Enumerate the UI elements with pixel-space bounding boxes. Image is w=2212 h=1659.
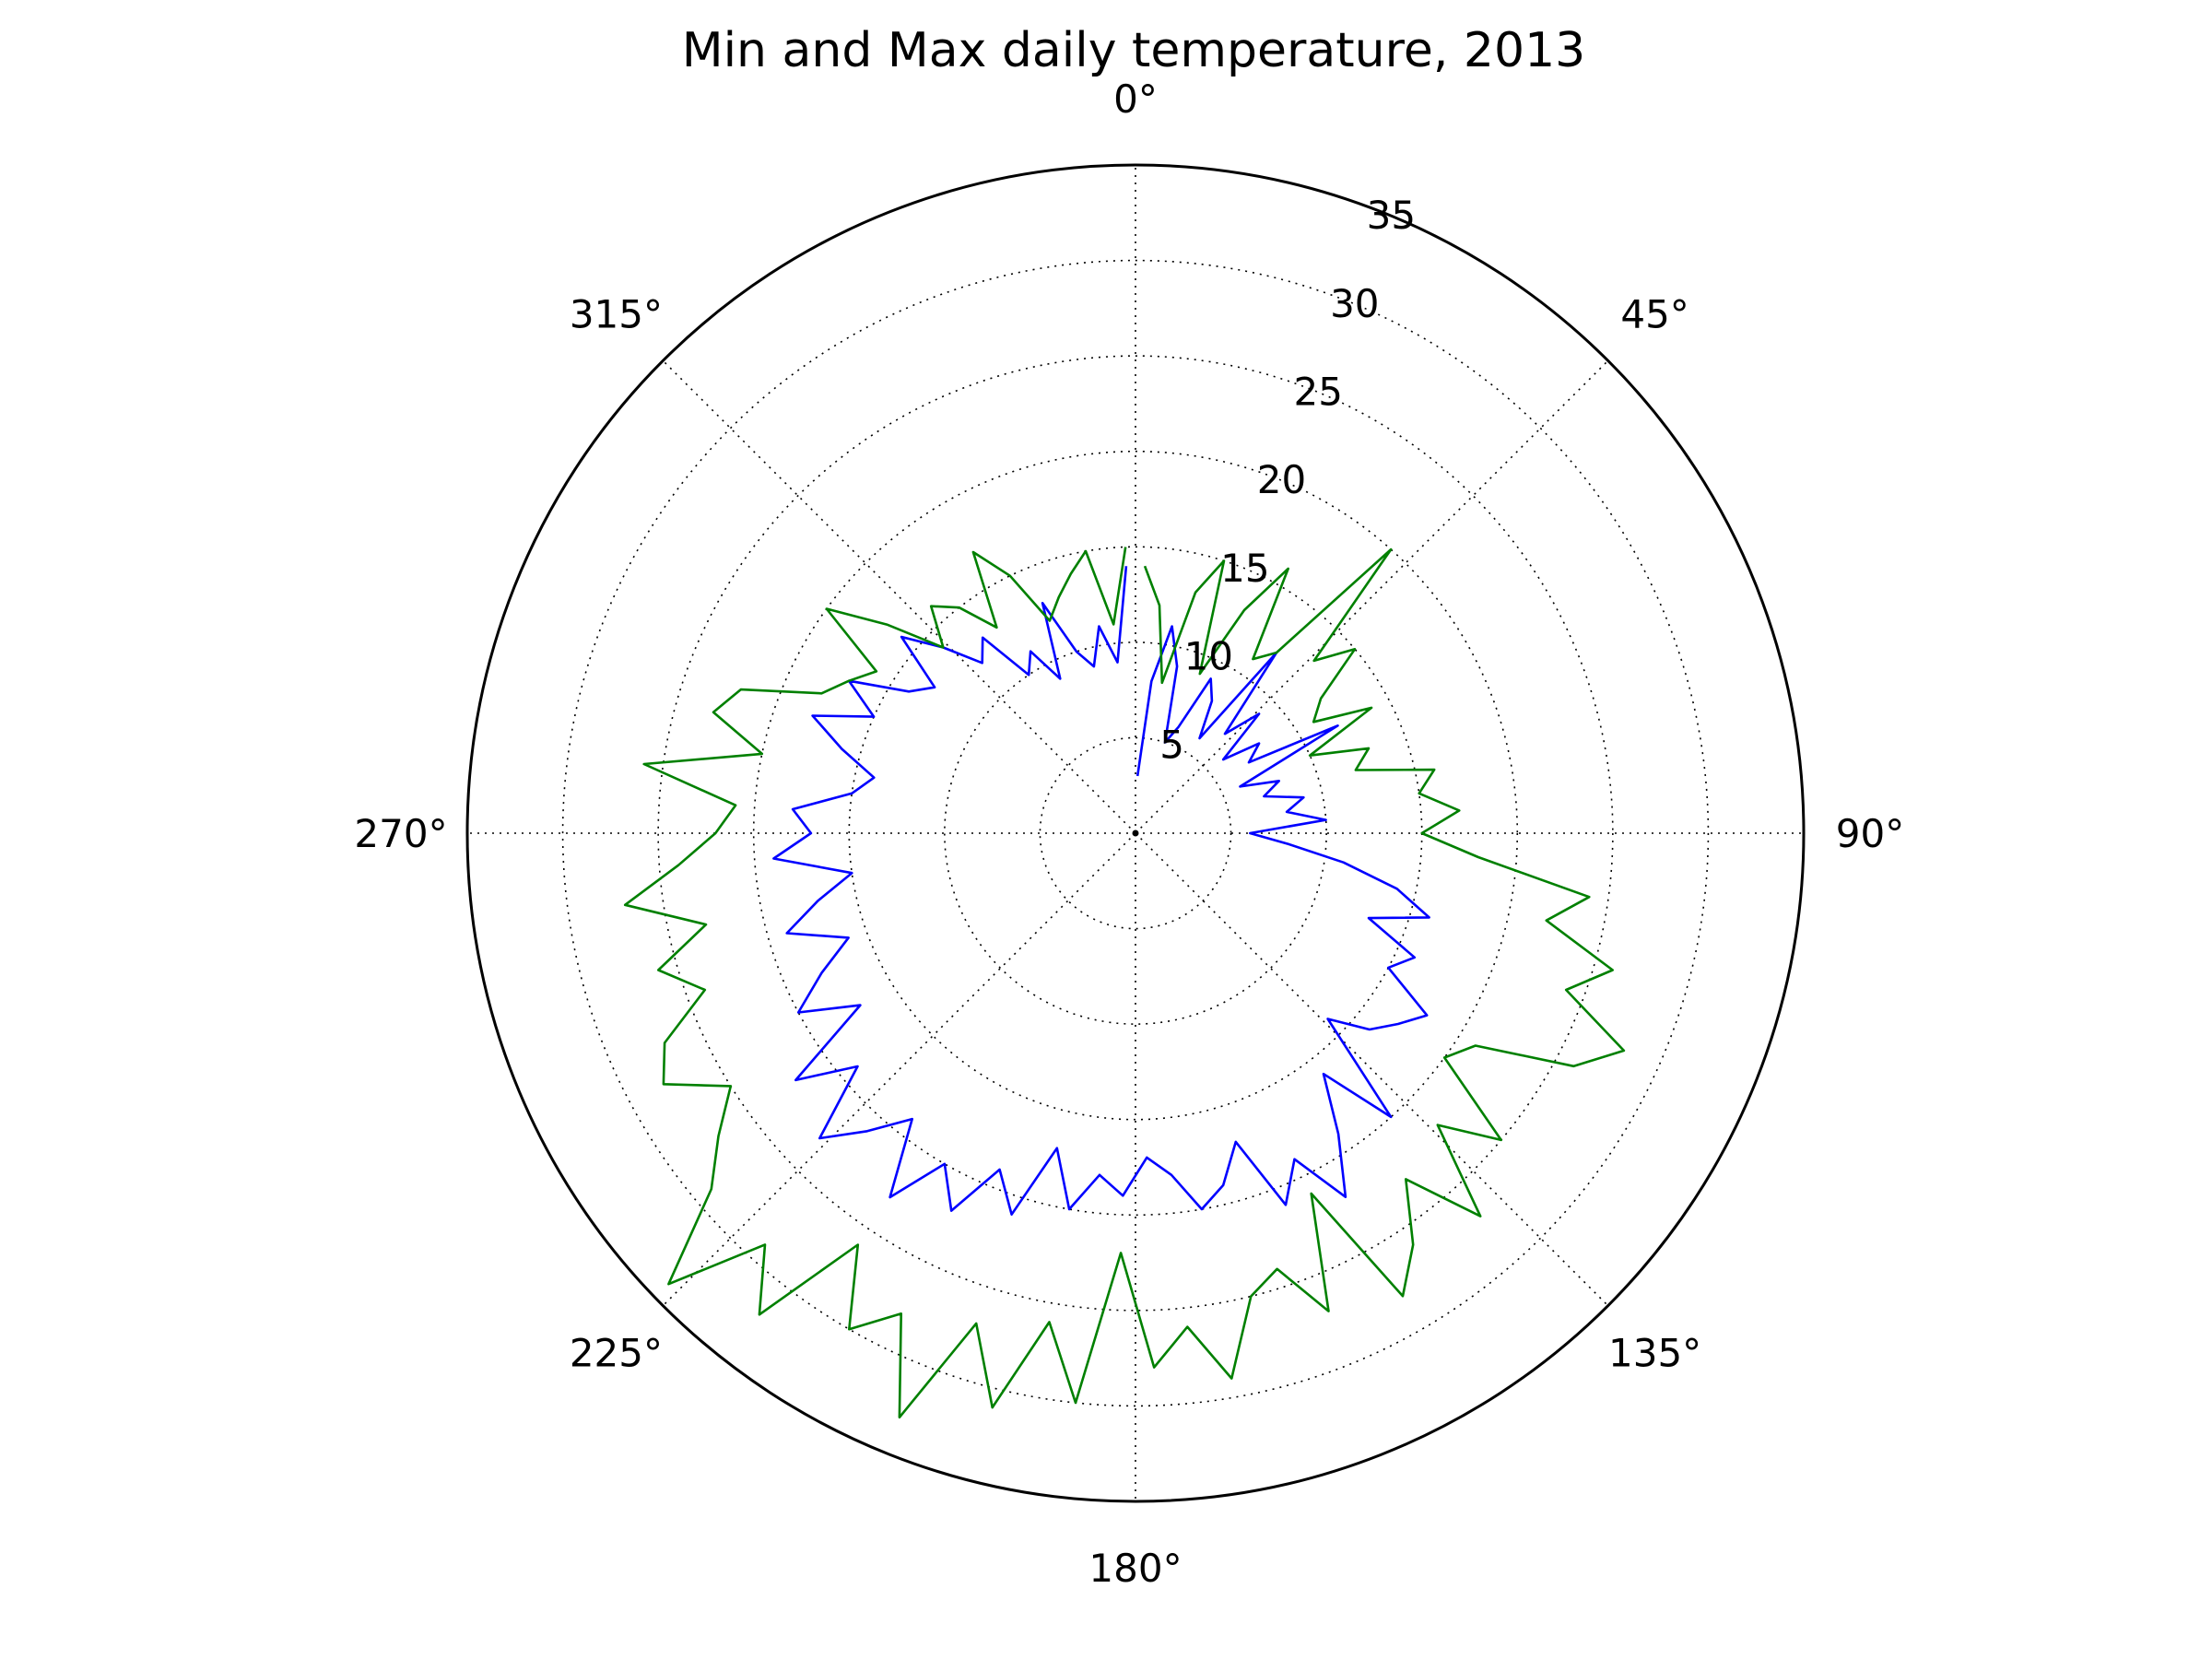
r-tick-label-20: 20 [1257,457,1306,502]
theta-tick-label-270: 270° [354,811,447,856]
theta-tick-label-315: 315° [570,291,663,336]
r-grid-circle-1 [944,641,1327,1025]
r-tick-label-15: 15 [1220,546,1269,591]
r-grid-circle-3 [752,450,1519,1217]
series-line-1 [623,547,1626,1419]
theta-grid-line-5 [662,832,1136,1307]
theta-grid-line-3 [1135,832,1609,1307]
r-grid-circle-0 [1039,736,1232,930]
r-tick-label-10: 10 [1184,634,1233,679]
r-grid-circle-5 [561,259,1710,1407]
theta-tick-label-180: 180° [1088,1546,1182,1591]
theta-tick-label-0: 0° [1113,76,1158,122]
theta-tick-labels: 0° 45° 90° 135° 180° 225° 270° 315° [354,76,1904,1591]
origin-marker [1132,830,1139,837]
theta-grid-line-7 [662,359,1136,834]
r-tick-label-5: 5 [1159,722,1184,767]
theta-tick-label-90: 90° [1836,811,1904,856]
r-tick-label-35: 35 [1367,193,1416,238]
r-grid-circle-4 [657,355,1614,1312]
r-tick-labels: 510 15 20 25 30 35 [1159,193,1416,767]
series-layer [623,547,1626,1419]
theta-tick-label-225: 225° [570,1331,663,1376]
r-tick-label-25: 25 [1293,370,1342,415]
theta-tick-label-135: 135° [1608,1331,1701,1376]
theta-tick-label-45: 45° [1620,291,1688,336]
polar-frame [465,163,1806,1503]
theta-grid-line-1 [1135,359,1609,834]
series-line-0 [772,566,1430,1216]
r-tick-label-30: 30 [1330,281,1379,326]
chart-title: Min and Max daily temperature, 2013 [682,23,1586,78]
